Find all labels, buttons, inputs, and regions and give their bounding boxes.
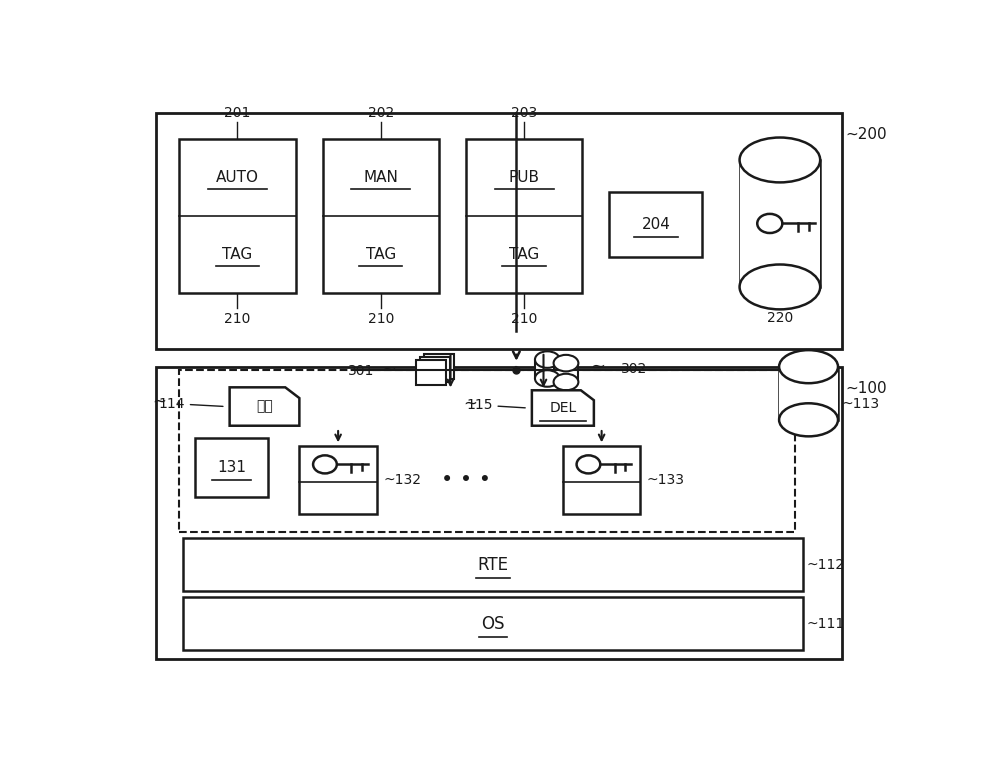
Bar bbox=[179, 370, 795, 532]
Text: 204: 204 bbox=[641, 217, 670, 232]
Bar bbox=[563, 446, 640, 515]
Bar bbox=[424, 354, 454, 379]
Bar bbox=[183, 538, 803, 591]
Ellipse shape bbox=[535, 351, 560, 368]
Ellipse shape bbox=[535, 370, 560, 387]
Text: ~100: ~100 bbox=[846, 381, 887, 397]
Text: ~200: ~200 bbox=[846, 127, 887, 143]
Text: ~: ~ bbox=[590, 357, 605, 376]
Circle shape bbox=[757, 214, 782, 233]
Text: MAN: MAN bbox=[363, 170, 398, 185]
Text: TAG: TAG bbox=[222, 247, 252, 262]
Text: • • •: • • • bbox=[441, 470, 491, 490]
Bar bbox=[195, 437, 268, 496]
Bar bbox=[554, 363, 578, 382]
Bar bbox=[156, 113, 842, 349]
Ellipse shape bbox=[554, 374, 578, 390]
Bar bbox=[299, 446, 377, 515]
Bar bbox=[740, 160, 820, 287]
Ellipse shape bbox=[740, 265, 820, 309]
Ellipse shape bbox=[779, 403, 838, 436]
Polygon shape bbox=[532, 390, 594, 426]
Bar bbox=[420, 357, 450, 382]
Bar bbox=[609, 193, 702, 258]
Text: ~132: ~132 bbox=[383, 473, 421, 487]
Ellipse shape bbox=[740, 137, 820, 183]
Text: 210: 210 bbox=[511, 311, 537, 326]
Text: ~112: ~112 bbox=[807, 558, 845, 571]
Text: PUB: PUB bbox=[509, 170, 540, 185]
Bar bbox=[183, 597, 803, 650]
Text: ~133: ~133 bbox=[647, 473, 685, 487]
Text: 115: 115 bbox=[466, 398, 525, 412]
Bar bbox=[179, 140, 296, 293]
Polygon shape bbox=[230, 387, 299, 426]
Text: ~: ~ bbox=[464, 394, 478, 413]
Text: 202: 202 bbox=[368, 107, 394, 120]
Text: 114: 114 bbox=[158, 397, 223, 410]
Bar bbox=[416, 360, 446, 385]
Bar bbox=[779, 367, 838, 420]
Text: TAG: TAG bbox=[509, 247, 539, 262]
Bar bbox=[156, 367, 842, 659]
Text: ~: ~ bbox=[381, 360, 396, 379]
Text: 302: 302 bbox=[621, 362, 647, 376]
Text: ~111: ~111 bbox=[807, 617, 845, 630]
Ellipse shape bbox=[554, 355, 578, 371]
Text: 210: 210 bbox=[224, 311, 251, 326]
Text: 203: 203 bbox=[511, 107, 537, 120]
Text: 停止: 停止 bbox=[256, 400, 273, 413]
Text: OS: OS bbox=[481, 614, 505, 633]
Bar bbox=[535, 360, 560, 378]
Text: TAG: TAG bbox=[366, 247, 396, 262]
Text: AUTO: AUTO bbox=[216, 170, 259, 185]
Text: DEL: DEL bbox=[549, 401, 576, 415]
Text: RTE: RTE bbox=[478, 555, 509, 574]
Text: ~113: ~113 bbox=[842, 397, 880, 411]
Text: 220: 220 bbox=[767, 311, 793, 324]
Circle shape bbox=[577, 456, 600, 473]
Text: 131: 131 bbox=[217, 459, 246, 475]
Text: ~: ~ bbox=[152, 393, 166, 411]
Bar bbox=[466, 140, 582, 293]
Text: 201: 201 bbox=[224, 107, 251, 120]
Ellipse shape bbox=[779, 350, 838, 384]
Bar bbox=[323, 140, 439, 293]
Circle shape bbox=[313, 456, 337, 473]
Text: 301: 301 bbox=[348, 364, 375, 378]
Text: 210: 210 bbox=[368, 311, 394, 326]
